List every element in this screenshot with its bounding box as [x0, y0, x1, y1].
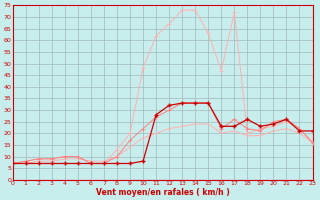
X-axis label: Vent moyen/en rafales ( km/h ): Vent moyen/en rafales ( km/h ) [96, 188, 229, 197]
